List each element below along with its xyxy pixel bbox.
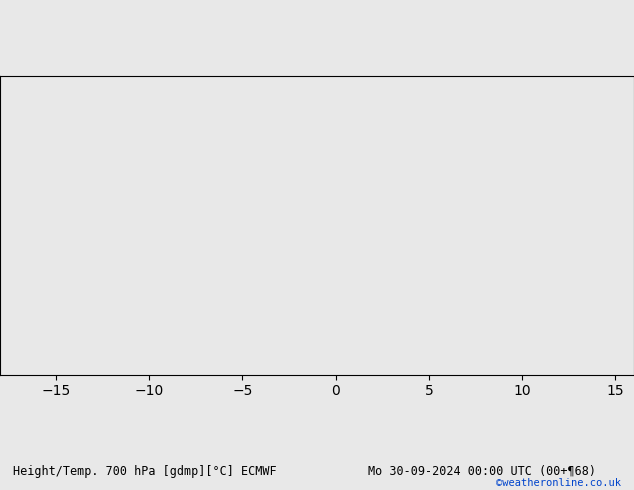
Text: Height/Temp. 700 hPa [gdmp][°C] ECMWF: Height/Temp. 700 hPa [gdmp][°C] ECMWF — [13, 465, 276, 478]
Text: ©weatheronline.co.uk: ©weatheronline.co.uk — [496, 478, 621, 488]
Text: Mo 30-09-2024 00:00 UTC (00+¶68): Mo 30-09-2024 00:00 UTC (00+¶68) — [368, 465, 596, 478]
